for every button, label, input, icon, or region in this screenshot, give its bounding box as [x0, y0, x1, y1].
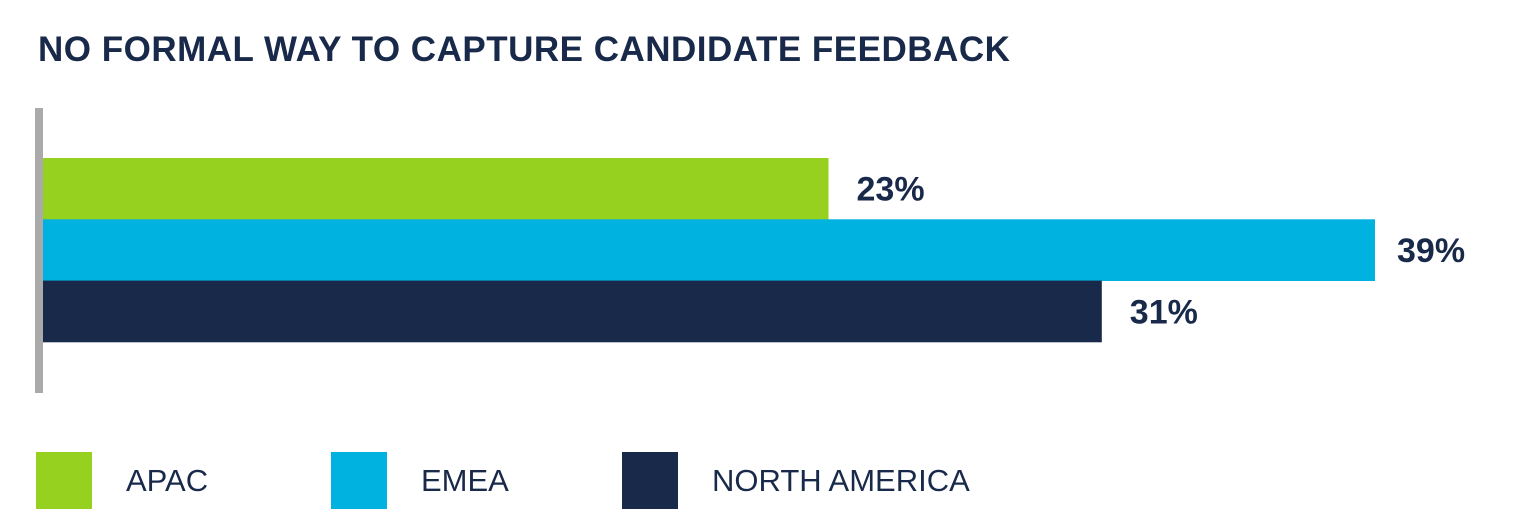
legend: APAC EMEA NORTH AMERICA	[0, 452, 1536, 509]
value-label-emea: 39%	[1397, 232, 1465, 270]
bar-chart: 23% 39% 31%	[35, 108, 1466, 393]
value-label-apac: 23%	[857, 171, 925, 209]
legend-label-emea: EMEA	[421, 463, 509, 498]
legend-label-north-america: NORTH AMERICA	[712, 463, 970, 498]
value-label-north-america: 31%	[1130, 293, 1198, 331]
value-labels-layer: 23% 39% 31%	[857, 171, 1466, 332]
bars-layer	[43, 158, 1375, 343]
y-axis-line	[35, 108, 43, 393]
bar-emea	[43, 219, 1375, 281]
bar-apac	[43, 158, 829, 220]
chart-title: NO FORMAL WAY TO CAPTURE CANDIDATE FEEDB…	[38, 30, 1011, 69]
legend-label-apac: APAC	[126, 463, 209, 498]
legend-swatch-emea	[331, 452, 387, 509]
legend-swatch-apac	[36, 452, 92, 509]
bar-north-america	[43, 280, 1102, 343]
legend-swatch-north-america	[622, 452, 678, 509]
